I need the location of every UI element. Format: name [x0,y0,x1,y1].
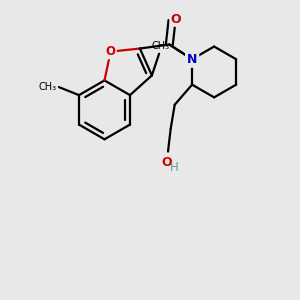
Text: CH₃: CH₃ [152,41,169,51]
Text: O: O [106,45,116,58]
Text: N: N [187,53,197,66]
Text: O: O [161,156,172,169]
Text: N: N [187,53,197,66]
Text: H: H [170,161,179,174]
Text: CH₃: CH₃ [38,82,56,92]
Text: O: O [171,13,181,26]
